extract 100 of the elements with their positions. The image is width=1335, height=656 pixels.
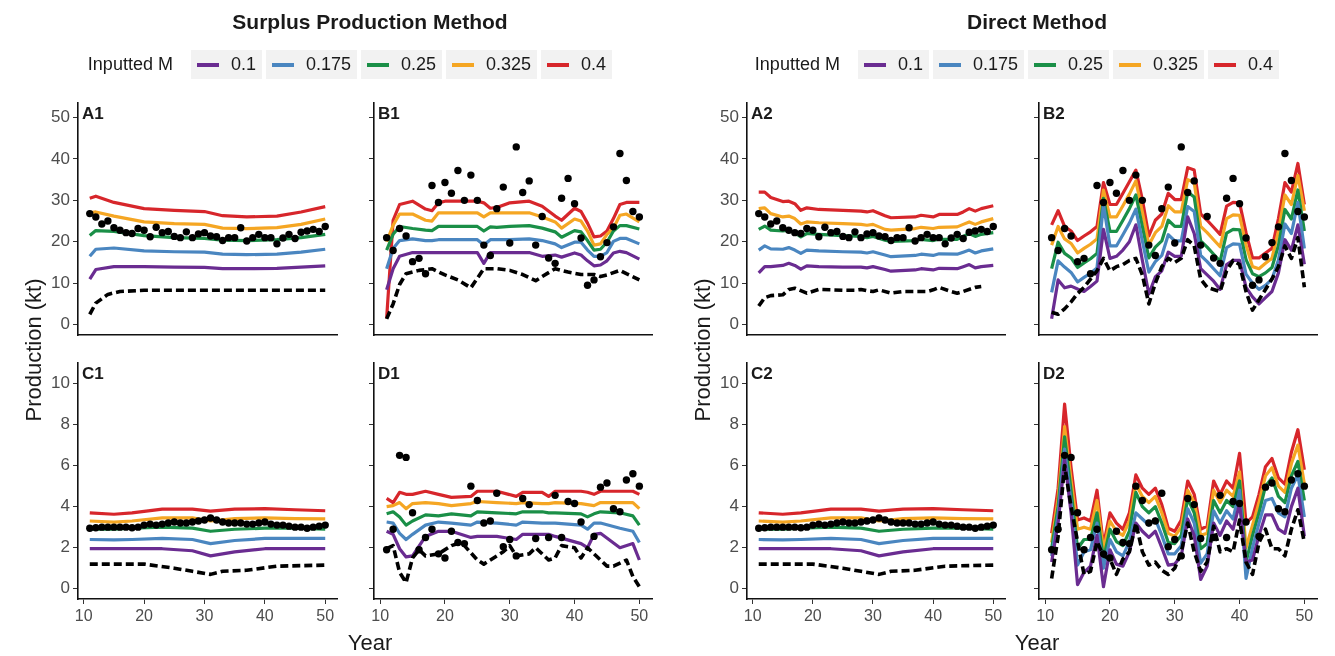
line-series <box>87 288 328 317</box>
point <box>1151 517 1160 525</box>
point <box>1281 149 1289 158</box>
point <box>911 237 919 245</box>
point <box>200 516 209 524</box>
point <box>402 453 410 462</box>
point <box>953 522 961 530</box>
point <box>629 470 637 478</box>
point <box>230 233 239 242</box>
point <box>176 519 185 527</box>
point <box>454 538 462 547</box>
point <box>1294 470 1302 478</box>
legend-label: 0.175 <box>972 54 1018 75</box>
point <box>983 522 991 530</box>
point <box>785 226 793 234</box>
point <box>525 177 533 185</box>
point <box>182 519 191 527</box>
point <box>761 213 769 221</box>
point <box>212 233 221 241</box>
x-tick-label: 30 <box>864 607 882 625</box>
point <box>382 546 391 554</box>
point <box>421 269 430 278</box>
point <box>767 220 775 228</box>
point <box>1235 199 1244 208</box>
y-tick-label: 40 <box>51 148 70 168</box>
point <box>1255 276 1263 284</box>
legend-label: 0.25 <box>401 54 437 75</box>
point <box>480 241 488 249</box>
chart-title: C2 <box>751 364 773 384</box>
y-tick-label: 10 <box>720 272 739 292</box>
point <box>941 240 949 248</box>
y-tick-label: 6 <box>60 455 70 475</box>
point <box>1145 241 1153 249</box>
point <box>1196 241 1205 249</box>
point <box>255 230 263 239</box>
point <box>303 524 311 532</box>
point <box>218 518 227 526</box>
point <box>1171 239 1179 247</box>
point <box>512 552 520 560</box>
point <box>297 228 305 236</box>
chart-subtitle: Surplus Production Method <box>231 10 509 34</box>
point <box>635 213 644 221</box>
point <box>1274 505 1283 513</box>
point <box>893 233 901 242</box>
x-tick-label: 50 <box>630 607 649 625</box>
point <box>609 223 618 231</box>
point <box>557 533 566 542</box>
point <box>1281 508 1289 516</box>
point <box>1158 204 1166 213</box>
x-tick-label: 50 <box>984 607 1003 625</box>
point <box>917 520 925 528</box>
point <box>237 224 245 232</box>
point <box>134 224 142 233</box>
y-tick-label: 10 <box>720 373 739 393</box>
point <box>512 143 520 151</box>
point <box>1190 500 1198 509</box>
point <box>460 196 469 205</box>
point <box>1164 542 1172 551</box>
point <box>1080 546 1088 554</box>
point <box>923 519 931 527</box>
point <box>1300 213 1309 221</box>
point <box>1093 181 1101 190</box>
y-tick-label: 2 <box>60 537 70 557</box>
point <box>315 227 323 236</box>
point <box>953 230 961 239</box>
point <box>140 521 148 529</box>
point <box>1177 552 1185 560</box>
point <box>616 508 624 516</box>
point <box>1164 183 1172 191</box>
point <box>128 524 136 532</box>
point <box>1203 212 1211 221</box>
point <box>395 451 404 460</box>
legend-label: 0.1 <box>230 54 256 75</box>
x-axis-title: Year <box>346 630 394 656</box>
point <box>935 520 943 528</box>
point <box>493 204 501 213</box>
line-series <box>756 562 996 577</box>
point <box>959 234 967 243</box>
point <box>428 181 436 190</box>
x-tick-label: 40 <box>565 607 584 625</box>
point <box>224 233 233 242</box>
point <box>152 223 160 231</box>
point <box>140 226 148 234</box>
point <box>1067 232 1075 240</box>
legend-label: 0.1 <box>897 54 923 75</box>
point <box>583 281 592 289</box>
chart-title: B2 <box>1043 104 1065 124</box>
point <box>538 212 546 221</box>
point <box>965 228 973 236</box>
point <box>441 554 449 562</box>
point <box>899 233 907 242</box>
point <box>164 227 172 236</box>
point <box>402 232 410 240</box>
x-tick-label: 50 <box>316 607 335 625</box>
x-tick-label: 20 <box>135 607 154 625</box>
point <box>164 519 172 527</box>
y-tick-label: 4 <box>729 496 739 516</box>
point <box>1106 554 1114 562</box>
point <box>590 276 598 284</box>
y-tick-label: 20 <box>720 231 739 251</box>
